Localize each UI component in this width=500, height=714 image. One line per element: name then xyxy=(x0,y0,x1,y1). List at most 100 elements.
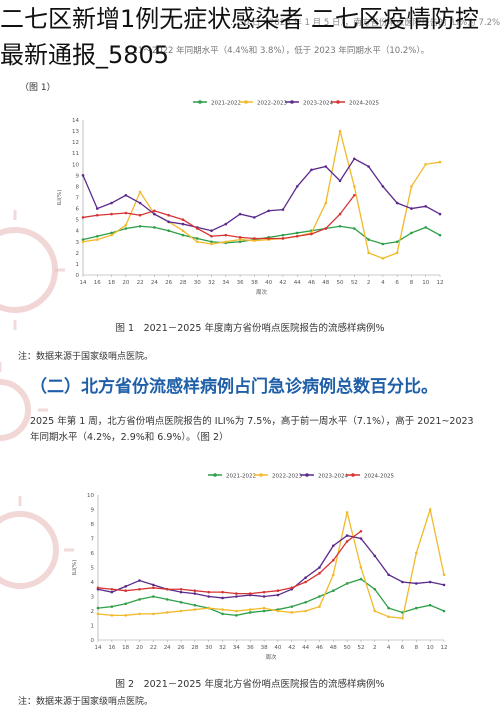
x-tick-label: 6 xyxy=(395,280,399,286)
data-point xyxy=(124,585,127,588)
data-point xyxy=(381,185,385,188)
data-point xyxy=(224,222,228,226)
x-tick-label: 46 xyxy=(308,280,315,286)
legend-marker xyxy=(213,473,217,477)
data-point xyxy=(353,227,356,230)
x-tick-label: 16 xyxy=(108,645,115,651)
y-tick-label: 10 xyxy=(72,162,79,168)
data-point xyxy=(318,595,321,598)
x-tick-label: 2 xyxy=(373,645,377,651)
data-point xyxy=(304,601,307,604)
y-tick-label: 3 xyxy=(91,595,95,601)
data-point xyxy=(338,179,342,183)
data-point xyxy=(235,609,238,613)
data-point xyxy=(318,566,321,569)
data-point xyxy=(224,240,228,244)
data-point xyxy=(124,602,127,606)
legend-marker xyxy=(336,100,340,104)
y-tick-label: 11 xyxy=(72,151,79,157)
figure-1-caption: 图 1 2021－2025 年度南方省份哨点医院报告的流感样病例% xyxy=(115,323,385,334)
legend-label: 2021-2022 xyxy=(211,101,241,107)
data-point xyxy=(424,162,428,166)
data-point xyxy=(165,587,169,591)
legend-marker xyxy=(244,100,248,104)
legend-marker xyxy=(351,473,355,477)
legend-item-2022-2023: 2022-2023 xyxy=(239,100,287,107)
x-tick-label: 44 xyxy=(302,645,309,651)
data-point xyxy=(304,580,307,584)
data-point xyxy=(138,224,142,228)
data-point xyxy=(210,240,213,244)
series-line xyxy=(82,130,441,260)
data-point xyxy=(318,572,321,575)
figure-2-note: 注：数据来源于国家级哨点医院。 xyxy=(18,697,154,707)
data-point xyxy=(165,598,169,601)
x-tick-label: 46 xyxy=(316,645,323,651)
data-point xyxy=(387,606,390,610)
x-tick-label: 52 xyxy=(351,280,358,286)
x-tick-label: 8 xyxy=(415,645,419,651)
data-point xyxy=(238,238,242,241)
data-point xyxy=(195,227,199,230)
series-line xyxy=(82,194,355,240)
data-point xyxy=(110,212,113,216)
data-point xyxy=(359,537,363,540)
data-point xyxy=(428,508,432,511)
data-point xyxy=(428,603,432,607)
data-point xyxy=(81,238,85,241)
data-point xyxy=(124,211,128,215)
data-point xyxy=(193,589,197,592)
data-point xyxy=(224,233,228,237)
data-point xyxy=(179,587,183,591)
data-point xyxy=(295,185,299,188)
y-tick-label: 8 xyxy=(91,522,95,528)
y-tick-label: 6 xyxy=(91,551,95,557)
y-tick-label: 14 xyxy=(72,118,79,124)
legend-marker xyxy=(290,100,294,104)
data-point xyxy=(96,612,100,616)
data-point xyxy=(410,207,413,210)
data-point xyxy=(235,592,238,595)
data-point xyxy=(353,157,356,161)
data-point xyxy=(124,193,128,197)
legend-label: 2021-2022 xyxy=(226,474,256,480)
data-point xyxy=(276,589,280,592)
data-point xyxy=(324,227,328,230)
data-point xyxy=(281,237,285,240)
legend-item-2021-2022: 2021-2022 xyxy=(208,473,256,480)
series-2022-2023 xyxy=(81,129,442,260)
x-tick-label: 14 xyxy=(80,280,87,286)
data-point xyxy=(310,232,313,236)
series-2022-2023 xyxy=(96,506,446,620)
x-tick-label: 38 xyxy=(251,280,258,286)
legend-item-2023-2024: 2023-2024 xyxy=(300,473,348,480)
data-point xyxy=(331,573,335,577)
figure-2-caption: 图 2 2021－2025 年度北方省份哨点医院报告的流感样病例% xyxy=(115,679,385,690)
x-tick-label: 8 xyxy=(410,280,414,286)
data-point xyxy=(193,592,197,595)
data-point xyxy=(235,595,238,598)
data-point xyxy=(124,227,128,230)
legend-item-2022-2023: 2022-2023 xyxy=(254,473,302,480)
data-point xyxy=(124,223,128,227)
x-tick-label: 2 xyxy=(367,280,371,286)
data-point xyxy=(152,586,155,590)
background-text-line: …30 日－2025 年 1 月 5 日），南方省份哨点医院报告的 ILI%为 … xyxy=(230,18,500,28)
x-tick-label: 26 xyxy=(178,645,185,651)
data-point xyxy=(295,234,299,238)
data-point xyxy=(110,587,114,591)
data-point xyxy=(373,554,377,558)
data-point xyxy=(181,218,185,221)
data-point xyxy=(367,165,370,168)
page-title-line-2: 最新通报_5805 xyxy=(0,41,170,69)
data-point xyxy=(345,534,349,537)
data-point xyxy=(304,576,307,579)
x-tick-label: 36 xyxy=(247,645,254,651)
data-point xyxy=(221,608,224,611)
data-point xyxy=(248,592,252,595)
x-tick-label: 40 xyxy=(274,645,281,651)
data-point xyxy=(415,551,418,555)
x-tick-label: 22 xyxy=(150,645,157,651)
data-point xyxy=(221,612,224,616)
y-tick-label: 9 xyxy=(76,173,80,179)
